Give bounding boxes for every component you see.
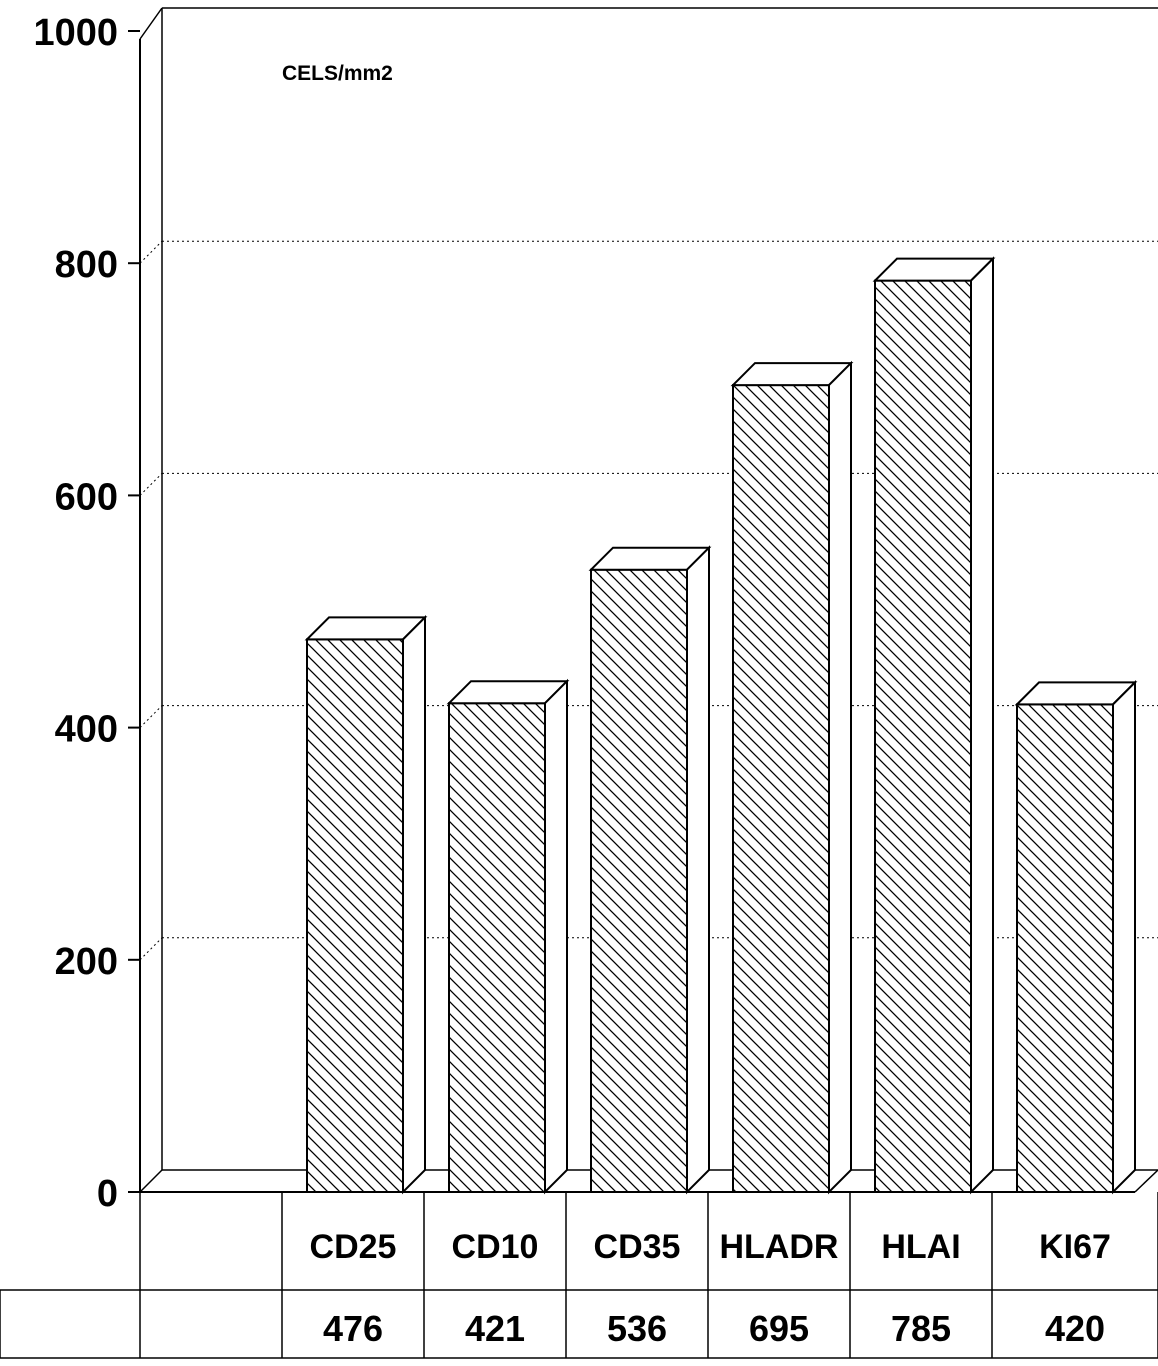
bar (733, 385, 829, 1192)
floor-right-edge (1135, 1170, 1158, 1192)
bar-side-face (403, 617, 425, 1192)
bars (307, 259, 1135, 1192)
y-axis: 0 200 400 600 800 1000 (33, 12, 140, 1215)
y-tick-label: 600 (55, 476, 118, 518)
data-value-label: 695 (749, 1308, 809, 1349)
gridline-side (140, 706, 162, 728)
gridline-side (140, 938, 162, 960)
data-value-label: 421 (465, 1308, 525, 1349)
bar (591, 570, 687, 1192)
bar-side-face (829, 363, 851, 1192)
data-value-label: 420 (1045, 1308, 1105, 1349)
data-value-label: 785 (891, 1308, 951, 1349)
x-tick-label: HLAI (881, 1228, 960, 1266)
bar-side-face (1113, 682, 1135, 1192)
data-table: CD25 476 CD10 421 CD35 536 HLADR 695 HLAI 785 KI67… (0, 1192, 1158, 1358)
data-value-label: 476 (323, 1308, 383, 1349)
floor-left-edge (140, 1170, 162, 1192)
gridline-side (140, 473, 162, 495)
bar-side-face (545, 681, 567, 1192)
y-tick-label: 800 (55, 244, 118, 286)
y-tick-label: 400 (55, 709, 118, 751)
y-tick-label: 200 (55, 941, 118, 983)
x-tick-label: KI67 (1039, 1228, 1111, 1266)
bar-side-face (687, 548, 709, 1192)
bar (449, 703, 545, 1192)
x-tick-label: CD25 (310, 1228, 397, 1266)
bar-side-face (971, 259, 993, 1192)
gridline-side (140, 241, 162, 263)
y-tick-label: 0 (97, 1173, 118, 1215)
x-tick-label: HLADR (720, 1228, 839, 1266)
data-value-label: 536 (607, 1308, 667, 1349)
unit-label: CELS/mm2 (282, 62, 393, 85)
bar (1017, 704, 1113, 1192)
bar (307, 639, 403, 1192)
bar (875, 281, 971, 1192)
y-tick-label: 1000 (33, 12, 118, 54)
x-tick-label: CD10 (452, 1228, 539, 1266)
x-tick-label: CD35 (594, 1228, 681, 1266)
side-wall-top-edge (140, 8, 162, 39)
